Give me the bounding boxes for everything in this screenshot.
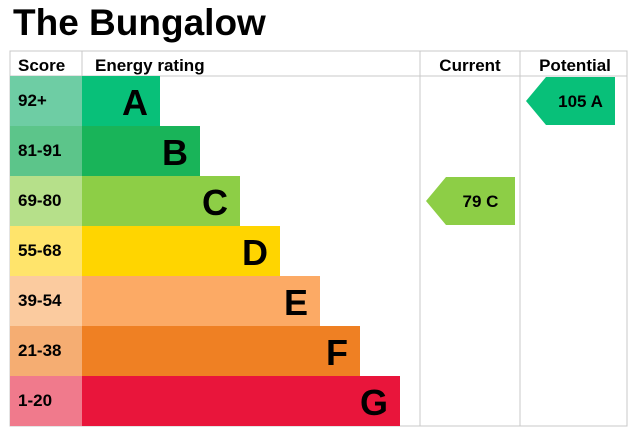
band-bar-c: [82, 176, 240, 226]
band-bar-g: [82, 376, 400, 426]
score-range-f: 21-38: [18, 341, 61, 360]
score-range-c: 69-80: [18, 191, 61, 210]
header-current: Current: [439, 56, 501, 75]
score-range-a: 92+: [18, 91, 47, 110]
score-cell-f: [10, 326, 82, 376]
band-bar-e: [82, 276, 320, 326]
potential-rating-arrow: [526, 77, 615, 125]
score-range-d: 55-68: [18, 241, 61, 260]
band-letter-g: G: [360, 382, 388, 423]
score-cell-b: [10, 126, 82, 176]
score-cell-g: [10, 376, 82, 426]
score-cell-e: [10, 276, 82, 326]
band-bar-f: [82, 326, 360, 376]
score-range-e: 39-54: [18, 291, 62, 310]
current-rating-label: 79 C: [463, 192, 499, 211]
band-bar-b: [82, 126, 200, 176]
current-rating-arrow: [426, 177, 515, 225]
page-title: The Bungalow: [13, 2, 266, 43]
score-cell-a: [10, 76, 82, 126]
score-range-b: 81-91: [18, 141, 61, 160]
header-score: Score: [18, 56, 65, 75]
header-row: [9, 50, 628, 77]
score-cell-d: [10, 226, 82, 276]
score-range-g: 1-20: [18, 391, 52, 410]
band-letter-a: A: [122, 82, 148, 123]
header-energy-rating: Energy rating: [95, 56, 205, 75]
band-letter-b: B: [162, 132, 188, 173]
band-letter-c: C: [202, 182, 228, 223]
band-letter-d: D: [242, 232, 268, 273]
band-letter-e: E: [284, 282, 308, 323]
header-potential: Potential: [539, 56, 611, 75]
band-bar-d: [82, 226, 280, 276]
potential-rating-label: 105 A: [558, 92, 603, 111]
score-cell-c: [10, 176, 82, 226]
band-letter-f: F: [326, 332, 348, 373]
band-bar-a: [82, 76, 160, 126]
